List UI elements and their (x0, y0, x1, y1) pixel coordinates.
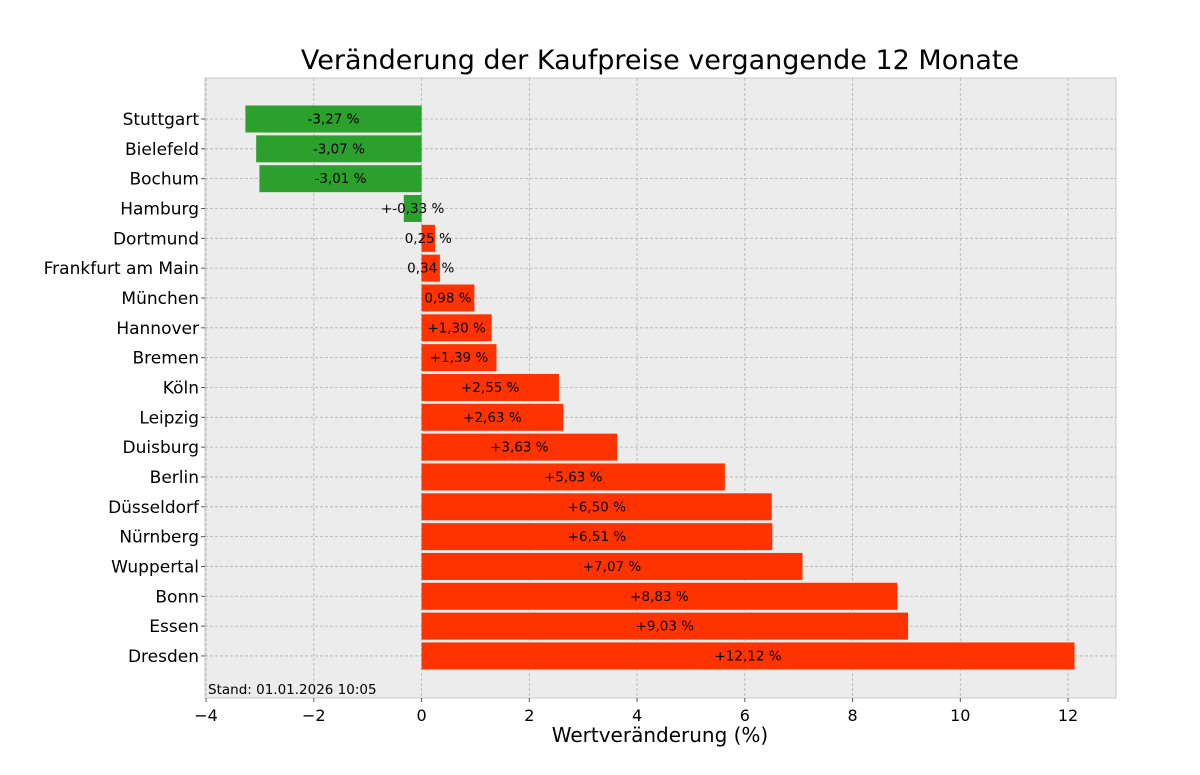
y-tick-label: Essen (149, 617, 199, 637)
x-tick-label: 8 (847, 706, 857, 725)
y-tick-label: Köln (163, 378, 199, 398)
bar (421, 433, 618, 461)
data-label: 0,34 % (407, 261, 454, 277)
data-label: +2,63 % (463, 410, 522, 426)
data-label: +2,55 % (461, 380, 520, 396)
bar (421, 373, 559, 401)
data-labels: -3,27 % -3,07 % -3,01 % +-0,33 % 0,25 % 0,34 … (307, 112, 781, 665)
data-label: -3,27 % (307, 112, 359, 128)
y-tick-label: Bonn (155, 587, 199, 607)
y-tick-label: Hamburg (120, 199, 199, 219)
data-label: -3,07 % (313, 141, 365, 157)
x-tick-label: 4 (632, 706, 642, 725)
y-tick-label: Leipzig (139, 408, 199, 428)
bar (259, 165, 422, 193)
x-tick-label: 12 (1058, 706, 1078, 725)
bar (245, 105, 422, 133)
timestamp-annotation: Stand: 01.01.2026 10:05 (208, 682, 377, 698)
x-axis-label: Wertveränderung (%) (552, 723, 769, 747)
bar (421, 344, 497, 372)
y-tick-label: Düsseldorf (108, 498, 200, 518)
y-tick-label: Bremen (132, 349, 199, 369)
chart-title: Veränderung der Kaufpreise vergangende 1… (301, 45, 1019, 76)
y-tick-label: Bielefeld (125, 140, 199, 160)
bar (421, 284, 475, 312)
bar (421, 612, 909, 640)
bar (421, 642, 1075, 670)
data-label: +-0,33 % (381, 201, 445, 217)
data-label: +9,03 % (636, 619, 695, 635)
y-tick-label: Dortmund (113, 229, 199, 249)
data-label: +1,39 % (430, 350, 489, 366)
data-label: +6,50 % (567, 499, 626, 515)
y-tick-label: Frankfurt am Main (44, 259, 199, 279)
y-tick-label: Hannover (116, 319, 199, 339)
y-tick-label: Nürnberg (119, 528, 199, 548)
y-tick-label: Bochum (129, 170, 199, 190)
data-label: +5,63 % (544, 469, 603, 485)
x-tick-label: −2 (302, 706, 326, 725)
y-tick-label: Stuttgart (123, 110, 200, 130)
y-tick-label: Duisburg (123, 438, 200, 458)
y-tick-label: München (121, 289, 199, 309)
x-tick-label: −4 (194, 706, 218, 725)
bar (421, 493, 772, 521)
x-tick-label: 10 (950, 706, 970, 725)
bar (403, 194, 422, 222)
bar (421, 403, 564, 431)
x-tick-label: 6 (740, 706, 750, 725)
data-label: +12,12 % (715, 648, 782, 664)
bar (421, 582, 898, 610)
y-tick-label: Dresden (128, 647, 199, 667)
bar (421, 552, 803, 580)
bar (421, 224, 436, 252)
bar (421, 314, 492, 342)
bar (421, 463, 725, 491)
data-label: 0,98 % (424, 290, 471, 306)
data-label: +1,30 % (427, 320, 486, 336)
data-label: +3,63 % (490, 440, 549, 456)
y-tick-label: Wuppertal (111, 557, 199, 577)
data-label: 0,25 % (405, 231, 452, 247)
x-tick-label: 2 (524, 706, 534, 725)
data-label: -3,01 % (314, 171, 366, 187)
x-tick-label: 0 (416, 706, 426, 725)
bar (421, 254, 440, 282)
data-label: +8,83 % (630, 589, 689, 605)
data-label: +7,07 % (583, 559, 642, 575)
x-ticks: −4 −2 0 2 4 6 8 10 12 (194, 698, 1078, 725)
bar (421, 523, 773, 551)
data-label: +6,51 % (568, 529, 627, 545)
bars (245, 105, 1075, 670)
y-tick-label: Berlin (150, 468, 199, 488)
y-ticks: Stuttgart Bielefeld Bochum Hamburg Dortmund F… (44, 110, 205, 667)
bar (256, 135, 422, 163)
